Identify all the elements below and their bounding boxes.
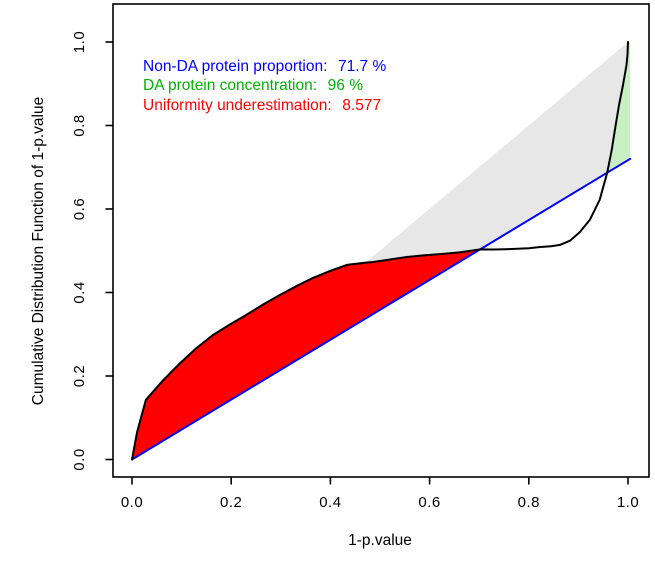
legend-label: Uniformity underestimation: — [143, 96, 341, 114]
y-tick-label: 1.0 — [71, 31, 88, 53]
legend-line-0: Non-DA protein proportion: 71.7 % — [143, 57, 386, 76]
plot-ticks: 0.0 0.2 0.4 0.6 0.8 1.0 0.0 0.2 0.4 0.6 0.8 1.0 — [71, 31, 639, 511]
identity-gap-region — [365, 42, 628, 263]
annotation-legend: Non-DA protein proportion: 71.7 % DA prot… — [143, 57, 386, 115]
y-tick-label: 0.0 — [71, 448, 88, 470]
y-axis-title: Cumulative Distribution Function of 1-p.… — [30, 96, 47, 406]
x-tick-label: 0.0 — [121, 494, 143, 511]
plot-box — [112, 3, 650, 478]
empirical-cdf-line — [131, 41, 629, 461]
legend-line-2: Uniformity underestimation: 8.577 — [143, 96, 386, 115]
y-tick-label: 0.4 — [71, 281, 88, 303]
legend-value: 71.7 % — [338, 58, 387, 75]
x-tick-label: 0.4 — [319, 494, 341, 511]
x-tick-label: 0.6 — [418, 494, 440, 511]
x-tick-label: 0.2 — [220, 494, 242, 511]
x-tick-label: 1.0 — [617, 494, 639, 511]
x-axis-title: 1-p.value — [348, 532, 412, 549]
plot-series — [131, 41, 632, 461]
y-tick-label: 0.6 — [71, 198, 88, 220]
y-tick-label: 0.8 — [71, 114, 88, 136]
legend-label: Non-DA protein proportion: — [143, 58, 336, 75]
legend-value: 96 % — [327, 77, 364, 95]
x-tick-label: 0.8 — [518, 494, 540, 511]
y-tick-label: 0.2 — [71, 365, 88, 387]
legend-label: DA protein concentration: — [143, 77, 326, 95]
plot-box-group — [112, 3, 650, 478]
legend-value: 8.577 — [342, 96, 382, 114]
uniform-reference-line-line — [131, 157, 632, 461]
legend-line-1: DA protein concentration: 96 % — [143, 76, 386, 95]
